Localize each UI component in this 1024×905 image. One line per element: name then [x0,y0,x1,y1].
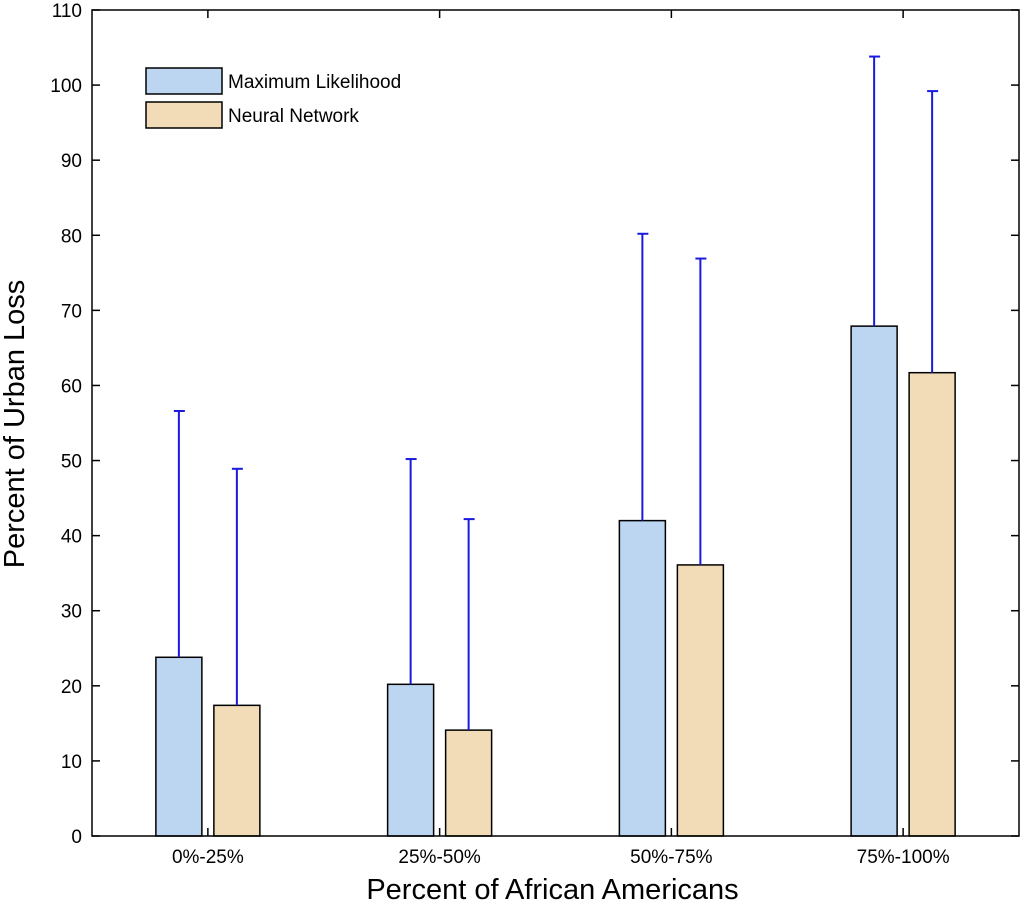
y-tick-label: 90 [61,151,82,172]
x-tick-label: 75%-100% [857,847,950,868]
bar-maximum-likelihood-2 [386,683,435,837]
ticks-group: 0%-25% 25%-50% 50%-75% 75%-100% 0 10 20 30 40 50 6… [50,1,1019,868]
bar-neural-network-4 [908,371,956,837]
bar-neural-network-2 [444,729,493,837]
bar-neural-network-1 [213,704,261,837]
y-tick-label: 50 [61,452,82,473]
axes-group [91,9,1020,837]
y-tick-label: 70 [61,301,82,322]
error-bars-group [173,55,939,731]
legend-swatch-neural-network [145,101,223,129]
y-tick-label: 80 [61,226,82,247]
y-tick-label: 30 [61,602,82,623]
legend-label-maximum-likelihood: Maximum Likelihood [228,72,401,93]
x-tick-label: 50%-75% [630,847,712,868]
x-tick-label: 0%-25% [172,847,244,868]
x-tick-label: 25%-50% [398,847,480,868]
y-tick-label: 10 [61,752,82,773]
y-tick-label: 0 [71,827,82,848]
bar-maximum-likelihood-3 [618,519,667,837]
axes-frame [91,9,1020,837]
y-tick-label: 40 [61,527,82,548]
y-tick-label: 110 [52,1,82,22]
x-axis-title: Percent of African Americans [366,874,738,905]
legend-label-neural-network: Neural Network [228,106,359,127]
y-axis-title: Percent of Urban Loss [0,280,31,569]
bar-maximum-likelihood-1 [155,656,203,837]
y-tick-label: 20 [61,677,82,698]
bars-group [155,325,956,837]
legend-swatch-maximum-likelihood [145,67,223,95]
y-tick-label: 100 [50,76,82,97]
y-tick-label: 60 [61,376,82,397]
legend: Maximum Likelihood Neural Network [145,67,401,129]
bar-maximum-likelihood-4 [850,325,898,837]
bar-neural-network-3 [676,564,725,837]
